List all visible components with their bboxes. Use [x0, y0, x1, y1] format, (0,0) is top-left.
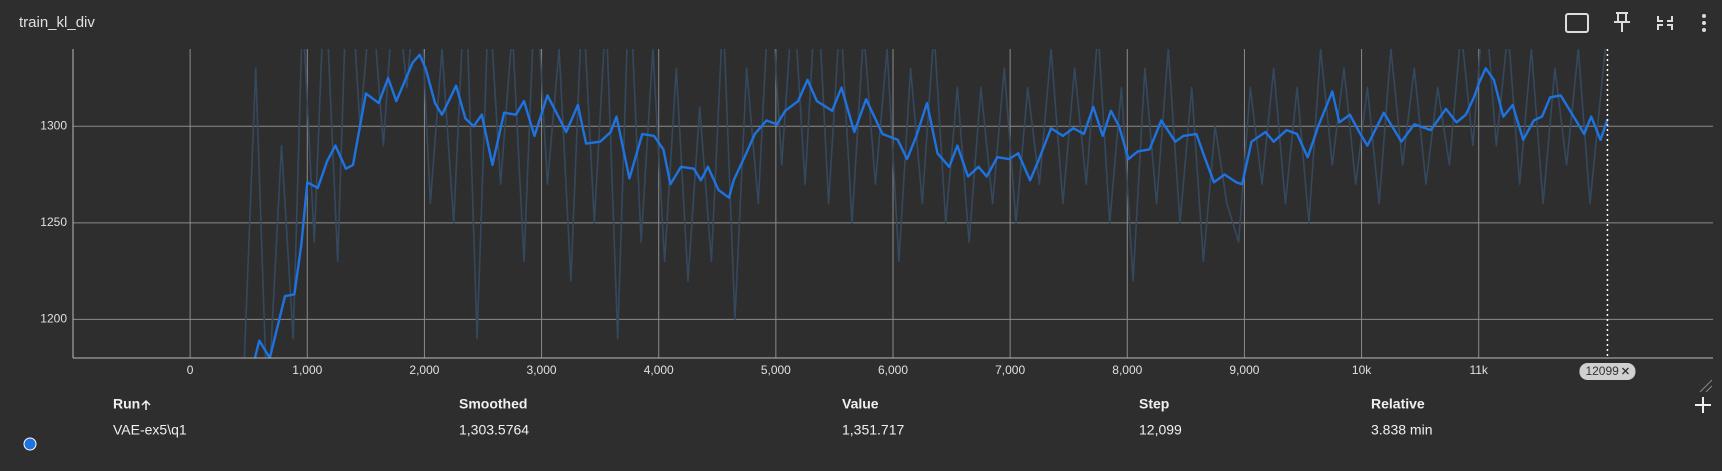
column-header[interactable]: Value: [842, 396, 879, 412]
x-tick-label: 6,000: [878, 363, 908, 377]
x-tick-label: 0: [187, 363, 194, 377]
cursor-label: 12099: [1585, 364, 1619, 378]
table-cell: 1,351.717: [842, 422, 904, 438]
table-cell: 3.838 min: [1371, 422, 1432, 438]
x-tick-label: 3,000: [527, 363, 557, 377]
plot-area: [243, 49, 1609, 358]
cursor-pill: [1579, 363, 1636, 380]
column-header[interactable]: Relative: [1371, 396, 1425, 412]
x-tick-label: 1,000: [292, 363, 322, 377]
y-tick-label: 1200: [40, 312, 67, 326]
series-line: [253, 53, 1609, 358]
x-tick-label: 11k: [1469, 363, 1488, 377]
pin-button[interactable]: [1614, 12, 1630, 32]
x-tick-label: 2,000: [409, 363, 439, 377]
column-header[interactable]: Run: [113, 396, 140, 412]
more-button[interactable]: [1702, 14, 1706, 32]
column-header[interactable]: Smoothed: [459, 396, 527, 412]
table-cell: 1,303.5764: [459, 422, 529, 438]
resize-handle[interactable]: [1699, 379, 1713, 393]
run-color[interactable]: [23, 437, 37, 451]
column-header[interactable]: Step: [1139, 396, 1169, 412]
cursor-close[interactable]: [1621, 367, 1629, 375]
card-title: train_kl_div: [19, 14, 95, 31]
table-cell: 12,099: [1139, 422, 1182, 438]
add-column-button[interactable]: [1695, 397, 1711, 413]
collapse-button[interactable]: [1657, 16, 1673, 30]
x-tick-label: 5,000: [761, 363, 791, 377]
table-cell: VAE-ex5\q1: [113, 422, 187, 438]
toolbar: [1565, 12, 1706, 33]
x-tick-label: 10k: [1352, 363, 1372, 377]
y-tick-label: 1250: [40, 215, 67, 229]
x-tick-label: 4,000: [644, 363, 674, 377]
fit-domain-button[interactable]: [1565, 13, 1589, 33]
y-tick-label: 1300: [40, 118, 67, 132]
grid: [73, 49, 1713, 358]
sort-icon: [141, 399, 151, 410]
x-tick-label: 7,000: [995, 363, 1025, 377]
series-line: [243, 49, 1607, 358]
x-tick-label: 8,000: [1112, 363, 1142, 377]
tick-labels: 0 1,000 2,000 3,000 4,000 5,000 6,000 7,000 8,00…: [40, 118, 1489, 377]
x-tick-label: 9,000: [1229, 363, 1259, 377]
